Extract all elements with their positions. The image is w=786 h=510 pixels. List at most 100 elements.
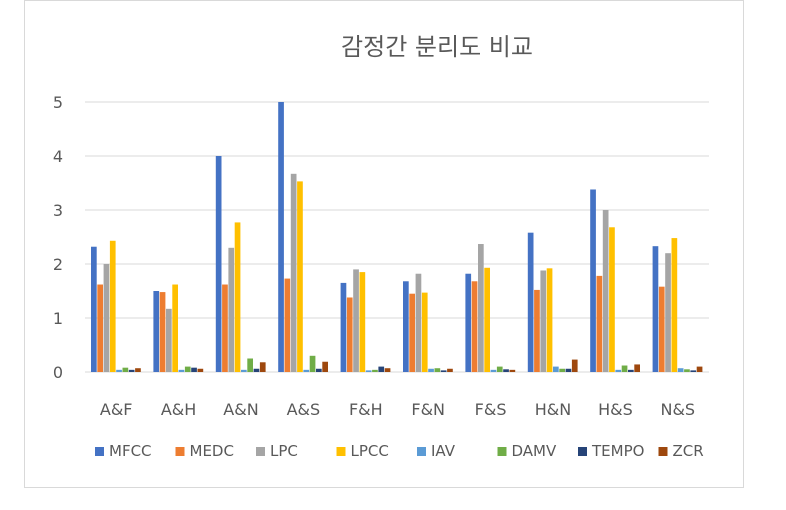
y-tick-label: 0 <box>53 363 63 382</box>
bar-damv-5 <box>434 368 441 372</box>
x-category-label: A&F <box>100 400 133 419</box>
y-tick-label: 1 <box>53 309 63 328</box>
bar-iav-5 <box>428 368 434 372</box>
bar-iav-4 <box>365 370 372 372</box>
bar-tempo-5 <box>440 370 447 372</box>
bar-zcr-8 <box>634 364 640 372</box>
bar-iav-2 <box>241 369 247 372</box>
bar-lpcc-8 <box>609 227 615 372</box>
bar-zcr-5 <box>447 368 453 372</box>
bar-zcr-1 <box>197 368 204 372</box>
bar-lpc-6 <box>478 244 484 372</box>
legend-swatch-damv <box>497 447 507 456</box>
bar-mfcc-3 <box>278 102 284 372</box>
x-category-label: F&S <box>475 400 507 419</box>
bar-medc-8 <box>596 275 603 372</box>
bar-lpc-0 <box>103 264 110 372</box>
x-category-label: A&S <box>287 400 321 419</box>
bar-lpc-3 <box>290 173 297 372</box>
x-axis-categories: A&F A&H A&N A&S F&H F&N F&S H&N H&S N&S <box>100 400 695 419</box>
bar-damv-9 <box>684 369 690 372</box>
bar-medc-3 <box>284 278 291 372</box>
bar-mfcc-4 <box>340 282 347 372</box>
bar-iav-1 <box>178 369 185 372</box>
legend-swatch-medc <box>175 447 185 456</box>
legend-label-iav: IAV <box>431 442 456 460</box>
bar-lpc-5 <box>415 273 422 372</box>
legend-label-mfcc: MFCC <box>109 442 152 460</box>
bar-mfcc-1 <box>153 291 160 372</box>
bar-mfcc-2 <box>215 156 222 372</box>
bar-lpcc-1 <box>172 284 178 372</box>
x-category-label: A&H <box>161 400 196 419</box>
bar-tempo-0 <box>128 369 135 372</box>
bar-medc-4 <box>346 297 353 372</box>
bar-damv-6 <box>496 366 503 372</box>
bar-medc-1 <box>159 292 166 372</box>
x-category-label: N&S <box>660 400 695 419</box>
bar-tempo-8 <box>628 369 634 372</box>
bar-medc-9 <box>658 286 665 372</box>
bar-tempo-4 <box>378 366 385 372</box>
bars <box>91 102 703 372</box>
bar-mfcc-9 <box>652 246 659 372</box>
x-category-label: A&N <box>223 400 258 419</box>
bar-zcr-9 <box>696 366 703 372</box>
bar-mfcc-6 <box>465 273 472 372</box>
bar-lpcc-6 <box>484 267 490 372</box>
bar-iav-6 <box>490 369 497 372</box>
bar-lpc-8 <box>602 210 609 372</box>
bar-tempo-6 <box>503 369 509 372</box>
chart-frame: 감정간 분리도 비교 0 1 2 3 4 5 A&F A&H A&N A&S F&H F&N F&S H… <box>24 0 744 488</box>
bar-lpc-1 <box>166 308 172 372</box>
bar-lpcc-4 <box>359 272 366 372</box>
bar-damv-0 <box>122 367 129 372</box>
legend-swatch-zcr <box>658 447 668 456</box>
bar-damv-2 <box>247 358 253 372</box>
grid-lines <box>85 101 709 373</box>
legend-swatch-mfcc <box>95 447 104 456</box>
bar-lpcc-9 <box>671 238 678 372</box>
bar-tempo-9 <box>690 370 697 372</box>
bar-zcr-6 <box>509 369 516 372</box>
x-category-label: H&S <box>598 400 633 419</box>
y-tick-label: 2 <box>53 255 63 274</box>
bar-lpc-7 <box>540 270 547 372</box>
bar-iav-9 <box>677 368 684 372</box>
bar-damv-7 <box>559 368 565 372</box>
legend-label-medc: MEDC <box>190 442 234 460</box>
bar-zcr-3 <box>322 361 328 372</box>
bar-tempo-3 <box>316 368 322 372</box>
y-tick-label: 5 <box>53 93 63 112</box>
x-category-label: F&H <box>349 400 383 419</box>
bar-zcr-2 <box>259 362 266 372</box>
bar-tempo-1 <box>191 367 197 372</box>
bar-chart: 감정간 분리도 비교 0 1 2 3 4 5 A&F A&H A&N A&S F&H F&N F&S H… <box>53 33 709 460</box>
bar-mfcc-5 <box>403 281 409 372</box>
bar-medc-5 <box>409 293 415 372</box>
bar-medc-6 <box>471 281 478 372</box>
legend-label-lpc: LPC <box>270 442 298 460</box>
legend-label-lpcc: LPCC <box>351 442 389 460</box>
y-axis-ticks: 0 1 2 3 4 5 <box>53 93 63 382</box>
chart-title: 감정간 분리도 비교 <box>341 33 533 61</box>
bar-lpcc-7 <box>546 268 553 372</box>
legend: MFCC MEDC LPC LPCC IAV DAMV TEMPO ZCR <box>95 442 704 460</box>
bar-medc-7 <box>534 289 540 372</box>
bar-mfcc-7 <box>527 232 534 372</box>
bar-iav-3 <box>303 369 310 372</box>
bar-zcr-0 <box>135 368 141 372</box>
legend-swatch-lpc <box>256 447 265 456</box>
bar-lpcc-5 <box>421 292 428 372</box>
bar-lpc-4 <box>353 269 359 372</box>
bar-lpcc-3 <box>297 181 303 372</box>
legend-swatch-lpcc <box>336 447 346 456</box>
x-category-label: H&N <box>535 400 571 419</box>
bar-mfcc-8 <box>590 189 596 372</box>
bar-mfcc-0 <box>91 246 97 372</box>
bar-zcr-4 <box>384 368 391 372</box>
bar-lpcc-2 <box>234 222 241 372</box>
bar-damv-3 <box>309 355 316 372</box>
bar-medc-2 <box>222 284 228 372</box>
legend-label-tempo: TEMPO <box>591 442 644 460</box>
